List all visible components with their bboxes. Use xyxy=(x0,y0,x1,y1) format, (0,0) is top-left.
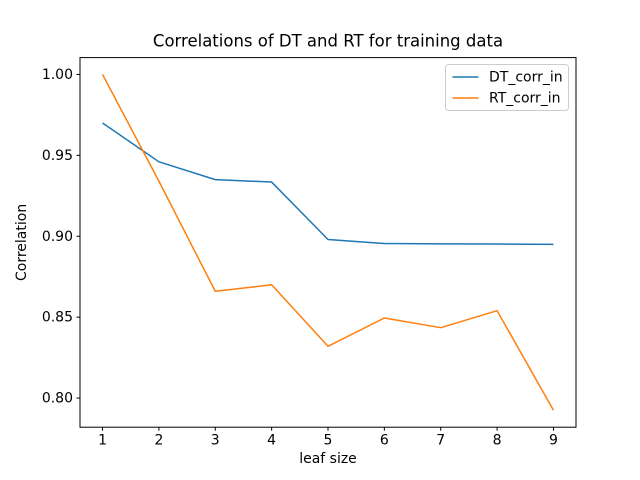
series-line-rt_corr_in xyxy=(101,74,555,411)
x-tick-label: 4 xyxy=(267,433,276,449)
chart-title: Correlations of DT and RT for training d… xyxy=(153,32,503,51)
y-tick-label: 0.85 xyxy=(42,310,73,326)
x-tick-label: 5 xyxy=(324,433,333,449)
x-tick-label: 7 xyxy=(436,433,445,449)
x-tick-label: 2 xyxy=(154,433,163,449)
legend-box xyxy=(445,64,569,111)
x-tick-label: 3 xyxy=(211,433,220,449)
x-tick-label: 1 xyxy=(98,433,107,449)
x-tick-label: 9 xyxy=(549,433,558,449)
legend-label-dt-corr-in: DT_corr_in xyxy=(489,70,563,86)
series-line-dt_corr_in xyxy=(102,122,554,246)
y-tick-label: 1.00 xyxy=(42,67,73,83)
plot-area: 0.80 0.85 0.90 0.95 1.00 1 2 3 4 5 6 7 8 9 xyxy=(42,57,577,449)
legend-label-rt-corr-in: RT_corr_in xyxy=(489,91,561,107)
axes-frame xyxy=(79,57,577,428)
y-axis-label: Correlation xyxy=(14,204,30,281)
x-tick-label: 6 xyxy=(380,433,389,449)
x-tick-label: 8 xyxy=(493,433,502,449)
x-axis-label: leaf size xyxy=(299,451,357,467)
y-tick-label: 0.95 xyxy=(42,148,73,164)
legend: DT_corr_in RT_corr_in xyxy=(445,64,569,111)
axes-background xyxy=(80,57,576,428)
y-tick-label: 0.80 xyxy=(42,391,73,407)
y-tick-label: 0.90 xyxy=(42,229,73,245)
